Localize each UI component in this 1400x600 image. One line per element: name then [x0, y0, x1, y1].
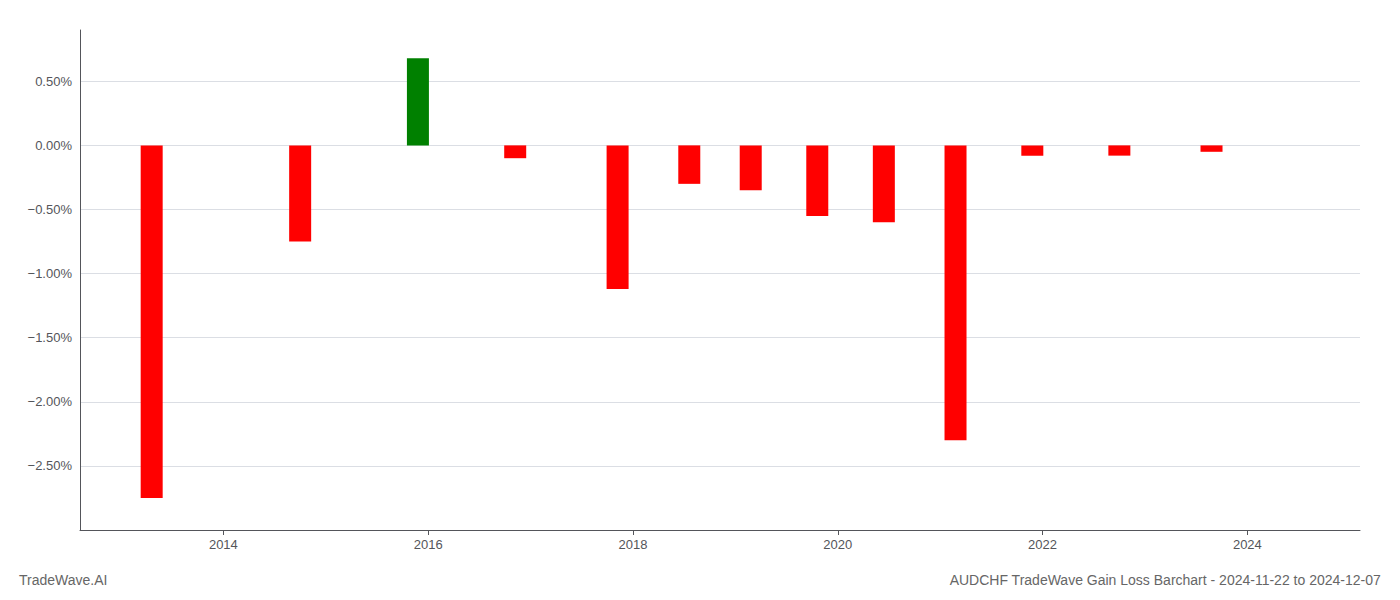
svg-text:−2.50%: −2.50% — [28, 458, 73, 473]
svg-text:2020: 2020 — [823, 537, 852, 552]
svg-text:2014: 2014 — [209, 537, 238, 552]
svg-text:2018: 2018 — [618, 537, 647, 552]
svg-text:2016: 2016 — [414, 537, 443, 552]
svg-text:−1.00%: −1.00% — [28, 266, 73, 281]
svg-text:AUDCHF TradeWave Gain Loss Bar: AUDCHF TradeWave Gain Loss Barchart - 20… — [950, 572, 1381, 588]
svg-text:−0.50%: −0.50% — [28, 202, 73, 217]
svg-text:0.00%: 0.00% — [35, 138, 72, 153]
svg-text:TradeWave.AI: TradeWave.AI — [19, 572, 107, 588]
svg-text:−1.50%: −1.50% — [28, 330, 73, 345]
svg-text:0.50%: 0.50% — [35, 74, 72, 89]
svg-text:2024: 2024 — [1233, 537, 1262, 552]
svg-text:2022: 2022 — [1028, 537, 1057, 552]
svg-text:−2.00%: −2.00% — [28, 394, 73, 409]
